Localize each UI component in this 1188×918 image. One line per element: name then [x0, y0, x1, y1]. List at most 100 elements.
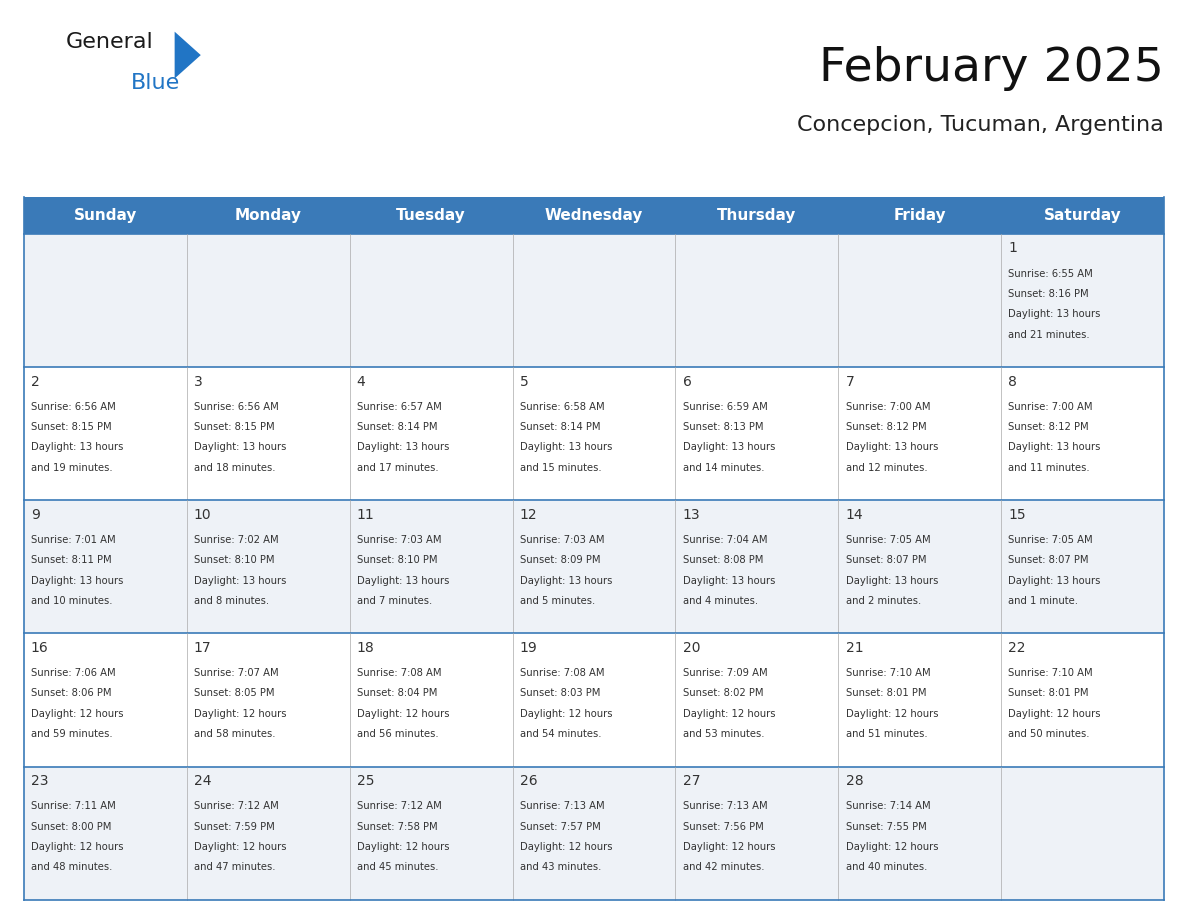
Text: Sunset: 8:13 PM: Sunset: 8:13 PM	[683, 422, 763, 432]
Text: Sunset: 8:08 PM: Sunset: 8:08 PM	[683, 555, 763, 565]
Text: Daylight: 13 hours: Daylight: 13 hours	[846, 576, 937, 586]
Bar	[24, 633, 1164, 767]
Text: 4: 4	[356, 375, 366, 388]
Text: Sunset: 8:00 PM: Sunset: 8:00 PM	[31, 822, 112, 832]
Text: Daylight: 12 hours: Daylight: 12 hours	[519, 842, 612, 852]
Text: Sunrise: 7:10 AM: Sunrise: 7:10 AM	[846, 668, 930, 678]
Text: 1: 1	[1009, 241, 1017, 255]
Text: Sunrise: 7:07 AM: Sunrise: 7:07 AM	[194, 668, 278, 678]
Text: Sunrise: 7:13 AM: Sunrise: 7:13 AM	[683, 801, 767, 812]
Text: Daylight: 12 hours: Daylight: 12 hours	[194, 709, 286, 719]
Text: Daylight: 12 hours: Daylight: 12 hours	[31, 709, 124, 719]
Text: Sunset: 8:07 PM: Sunset: 8:07 PM	[1009, 555, 1089, 565]
Text: Tuesday: Tuesday	[397, 208, 466, 223]
Text: Sunrise: 7:05 AM: Sunrise: 7:05 AM	[1009, 535, 1093, 545]
Text: and 54 minutes.: and 54 minutes.	[519, 729, 601, 739]
Text: Sunrise: 7:14 AM: Sunrise: 7:14 AM	[846, 801, 930, 812]
Text: Sunrise: 6:59 AM: Sunrise: 6:59 AM	[683, 402, 767, 412]
Text: 10: 10	[194, 508, 211, 521]
Text: Sunrise: 6:58 AM: Sunrise: 6:58 AM	[519, 402, 605, 412]
Text: Sunrise: 7:11 AM: Sunrise: 7:11 AM	[31, 801, 115, 812]
Text: 24: 24	[194, 774, 211, 788]
Text: Thursday: Thursday	[718, 208, 797, 223]
Text: 13: 13	[683, 508, 700, 521]
Text: Sunrise: 7:12 AM: Sunrise: 7:12 AM	[356, 801, 442, 812]
Text: Sunrise: 7:13 AM: Sunrise: 7:13 AM	[519, 801, 605, 812]
Bar	[24, 767, 1164, 900]
Text: and 2 minutes.: and 2 minutes.	[846, 596, 921, 606]
Text: Sunrise: 7:04 AM: Sunrise: 7:04 AM	[683, 535, 767, 545]
Text: 8: 8	[1009, 375, 1017, 388]
Text: Sunset: 8:02 PM: Sunset: 8:02 PM	[683, 688, 763, 699]
Text: February 2025: February 2025	[820, 46, 1164, 91]
Text: Daylight: 12 hours: Daylight: 12 hours	[519, 709, 612, 719]
Text: Sunrise: 6:55 AM: Sunrise: 6:55 AM	[1009, 269, 1093, 279]
Text: Sunset: 8:10 PM: Sunset: 8:10 PM	[356, 555, 437, 565]
Text: 11: 11	[356, 508, 374, 521]
Text: Sunset: 8:01 PM: Sunset: 8:01 PM	[846, 688, 925, 699]
Text: and 1 minute.: and 1 minute.	[1009, 596, 1079, 606]
Text: Daylight: 13 hours: Daylight: 13 hours	[31, 576, 124, 586]
Text: Daylight: 12 hours: Daylight: 12 hours	[683, 709, 775, 719]
Text: Sunset: 7:58 PM: Sunset: 7:58 PM	[356, 822, 437, 832]
Text: Sunset: 8:03 PM: Sunset: 8:03 PM	[519, 688, 600, 699]
Text: 16: 16	[31, 641, 49, 655]
Text: Sunrise: 7:03 AM: Sunrise: 7:03 AM	[356, 535, 441, 545]
Text: Sunrise: 7:09 AM: Sunrise: 7:09 AM	[683, 668, 767, 678]
Text: Sunrise: 6:56 AM: Sunrise: 6:56 AM	[194, 402, 278, 412]
Text: Sunset: 8:14 PM: Sunset: 8:14 PM	[356, 422, 437, 432]
Text: and 11 minutes.: and 11 minutes.	[1009, 463, 1091, 473]
Text: Sunrise: 6:57 AM: Sunrise: 6:57 AM	[356, 402, 442, 412]
Text: Sunrise: 7:08 AM: Sunrise: 7:08 AM	[356, 668, 441, 678]
Text: and 15 minutes.: and 15 minutes.	[519, 463, 601, 473]
Text: Daylight: 13 hours: Daylight: 13 hours	[846, 442, 937, 453]
Text: Sunset: 8:10 PM: Sunset: 8:10 PM	[194, 555, 274, 565]
Text: and 58 minutes.: and 58 minutes.	[194, 729, 276, 739]
Text: and 10 minutes.: and 10 minutes.	[31, 596, 113, 606]
Text: Daylight: 12 hours: Daylight: 12 hours	[356, 709, 449, 719]
Text: Sunday: Sunday	[74, 208, 137, 223]
Text: Daylight: 13 hours: Daylight: 13 hours	[1009, 576, 1101, 586]
Text: Daylight: 12 hours: Daylight: 12 hours	[683, 842, 775, 852]
Text: 28: 28	[846, 774, 864, 788]
Text: and 43 minutes.: and 43 minutes.	[519, 862, 601, 872]
Text: and 53 minutes.: and 53 minutes.	[683, 729, 764, 739]
Text: Sunrise: 7:03 AM: Sunrise: 7:03 AM	[519, 535, 605, 545]
Text: Sunrise: 7:00 AM: Sunrise: 7:00 AM	[846, 402, 930, 412]
Text: Daylight: 12 hours: Daylight: 12 hours	[356, 842, 449, 852]
Text: and 18 minutes.: and 18 minutes.	[194, 463, 276, 473]
Text: Daylight: 13 hours: Daylight: 13 hours	[194, 576, 286, 586]
Text: Daylight: 13 hours: Daylight: 13 hours	[356, 576, 449, 586]
Text: Sunset: 8:04 PM: Sunset: 8:04 PM	[356, 688, 437, 699]
Text: 18: 18	[356, 641, 374, 655]
Text: Sunset: 7:55 PM: Sunset: 7:55 PM	[846, 822, 927, 832]
Text: 23: 23	[31, 774, 49, 788]
Text: and 12 minutes.: and 12 minutes.	[846, 463, 927, 473]
Text: Sunset: 8:01 PM: Sunset: 8:01 PM	[1009, 688, 1089, 699]
Text: Daylight: 13 hours: Daylight: 13 hours	[519, 576, 612, 586]
Text: 22: 22	[1009, 641, 1026, 655]
Text: and 7 minutes.: and 7 minutes.	[356, 596, 432, 606]
Text: 26: 26	[519, 774, 537, 788]
Text: 19: 19	[519, 641, 537, 655]
Text: Daylight: 12 hours: Daylight: 12 hours	[194, 842, 286, 852]
Text: 25: 25	[356, 774, 374, 788]
Text: Monday: Monday	[235, 208, 302, 223]
Text: and 51 minutes.: and 51 minutes.	[846, 729, 927, 739]
Text: and 14 minutes.: and 14 minutes.	[683, 463, 764, 473]
Text: Daylight: 13 hours: Daylight: 13 hours	[519, 442, 612, 453]
Text: and 8 minutes.: and 8 minutes.	[194, 596, 268, 606]
Text: Sunrise: 7:00 AM: Sunrise: 7:00 AM	[1009, 402, 1093, 412]
Text: and 5 minutes.: and 5 minutes.	[519, 596, 595, 606]
Text: Daylight: 12 hours: Daylight: 12 hours	[846, 842, 939, 852]
Bar	[24, 234, 1164, 367]
Text: Daylight: 13 hours: Daylight: 13 hours	[194, 442, 286, 453]
Text: and 17 minutes.: and 17 minutes.	[356, 463, 438, 473]
Text: Daylight: 13 hours: Daylight: 13 hours	[356, 442, 449, 453]
Text: and 48 minutes.: and 48 minutes.	[31, 862, 112, 872]
Text: Sunset: 7:56 PM: Sunset: 7:56 PM	[683, 822, 764, 832]
Text: 9: 9	[31, 508, 39, 521]
Text: Sunrise: 7:08 AM: Sunrise: 7:08 AM	[519, 668, 605, 678]
Text: 14: 14	[846, 508, 864, 521]
Text: 2: 2	[31, 375, 39, 388]
